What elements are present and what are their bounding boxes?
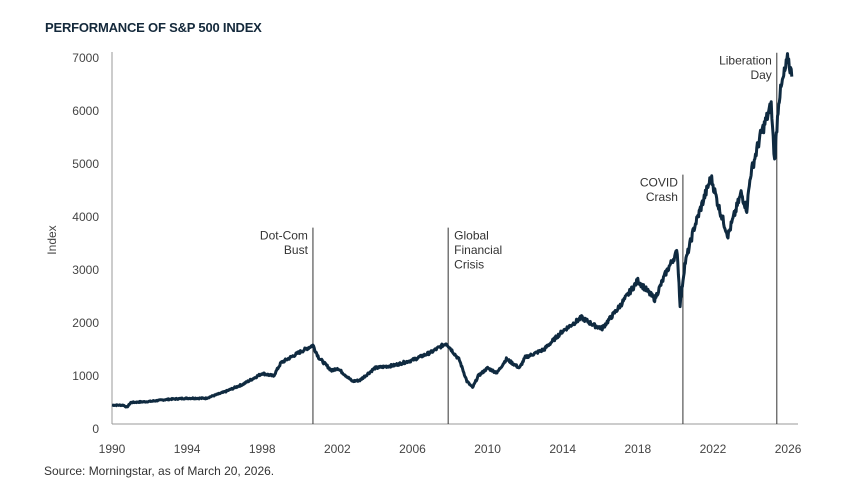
chart-title: PERFORMANCE OF S&P 500 INDEX xyxy=(45,20,262,35)
y-axis-label: Index xyxy=(45,225,59,254)
y-tick-label: 4000 xyxy=(72,210,99,224)
event-label: Crisis xyxy=(454,258,484,272)
event-label: Dot-Com xyxy=(260,229,308,243)
x-tick-label: 2014 xyxy=(549,442,576,456)
event-label: Global xyxy=(454,229,489,243)
source-note: Source: Morningstar, as of March 20, 202… xyxy=(44,464,275,478)
y-tick-label: 7000 xyxy=(72,51,99,65)
event-label: Bust xyxy=(284,243,309,257)
event-label: Crash xyxy=(646,190,678,204)
x-tick-label: 1990 xyxy=(99,442,126,456)
x-tick-label: 2006 xyxy=(399,442,426,456)
event-label: COVID xyxy=(640,176,678,190)
x-tick-label: 2010 xyxy=(474,442,501,456)
y-tick-label: 1000 xyxy=(72,369,99,383)
y-tick-label: 6000 xyxy=(72,104,99,118)
y-tick-label: 3000 xyxy=(72,263,99,277)
x-tick-label: 1998 xyxy=(249,442,276,456)
y-tick-label: 5000 xyxy=(72,157,99,171)
event-label: Day xyxy=(750,68,771,82)
x-tick-label: 2026 xyxy=(775,442,802,456)
y-tick-label: 2000 xyxy=(72,316,99,330)
sp500-series-line xyxy=(111,52,794,409)
x-tick-label: 2022 xyxy=(700,442,727,456)
event-label: Financial xyxy=(454,243,502,257)
y-tick-label: 0 xyxy=(92,422,99,436)
x-tick-label: 2018 xyxy=(624,442,651,456)
x-tick-label: 2002 xyxy=(324,442,351,456)
x-tick-label: 1994 xyxy=(174,442,201,456)
event-label: Liberation xyxy=(719,54,772,68)
